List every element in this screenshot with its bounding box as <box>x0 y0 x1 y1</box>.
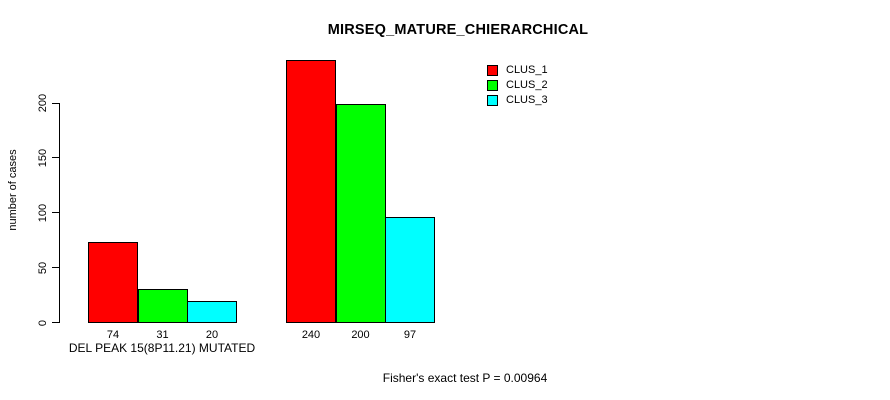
bar-value-label: 31 <box>156 329 169 341</box>
legend-swatch-clus_3 <box>487 95 498 106</box>
y-tick <box>52 322 59 323</box>
bar-value-label: 200 <box>351 329 370 341</box>
y-tick-label: 200 <box>37 93 49 113</box>
bar-clus_2-group1 <box>137 288 188 323</box>
y-tick-label: 50 <box>37 261 49 274</box>
y-tick-label: 100 <box>37 203 49 222</box>
bar-value-label: 74 <box>106 329 120 341</box>
legend-label: CLUS_3 <box>506 94 548 106</box>
y-tick-label: 150 <box>37 148 49 168</box>
y-tick-label: 0 <box>37 319 49 326</box>
legend-row-clus_3: CLUS_3 <box>487 93 548 108</box>
legend-label: CLUS_2 <box>506 79 548 91</box>
y-axis-line <box>59 103 60 323</box>
legend-row-clus_1: CLUS_1 <box>487 63 548 78</box>
bar-value-label: 240 <box>301 329 321 341</box>
bar-clus_1-group2 <box>286 59 336 323</box>
y-tick <box>52 102 59 104</box>
bar-clus_3-group2 <box>385 216 435 323</box>
bar-value-label: 97 <box>403 329 417 341</box>
x-group-label: DEL PEAK 15(8P11.21) MUTATED <box>68 341 256 355</box>
y-tick <box>52 157 59 159</box>
legend-row-clus_2: CLUS_2 <box>487 78 548 93</box>
y-tick <box>52 267 59 269</box>
bar-clus_3-group1 <box>187 301 237 323</box>
annotation-fisher-test: Fisher's exact test P = 0.00964 <box>382 371 548 385</box>
legend-swatch-clus_1 <box>487 65 498 76</box>
y-tick <box>52 212 59 214</box>
legend-label: CLUS_1 <box>506 64 548 76</box>
legend-swatch-clus_2 <box>487 80 498 91</box>
chart-title: MIRSEQ_MATURE_CHIERARCHICAL <box>327 22 589 38</box>
bar-value-label: 20 <box>205 329 219 341</box>
bar-clus_1-group1 <box>88 241 138 323</box>
y-axis-label: number of cases <box>7 149 19 231</box>
bar-clus_2-group2 <box>335 103 386 323</box>
